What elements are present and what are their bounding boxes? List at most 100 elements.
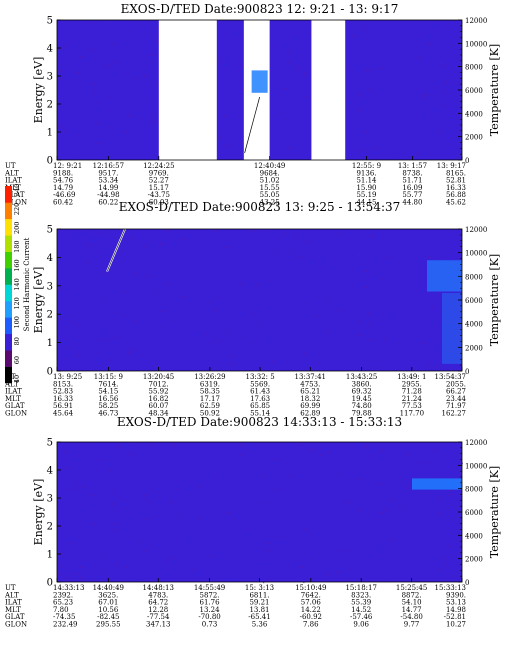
colorbar-segment	[5, 235, 12, 252]
eph-value: 60.03	[149, 199, 169, 207]
eph-row-label: ILAT	[5, 388, 22, 396]
spectrogram-noise	[58, 229, 463, 372]
enhanced-region	[427, 260, 462, 292]
eph-value: 51.71	[402, 177, 422, 185]
eph-value: 13:37:41	[295, 373, 326, 381]
eph-value: 7.80	[53, 606, 69, 614]
eph-value: 14:33:13	[53, 584, 84, 592]
panel-title: EXOS-D/TED Date:900823 14:33:13 - 15:33:…	[117, 415, 402, 429]
temperature-tick-label: 12000	[465, 226, 487, 234]
eph-value: 77.53	[402, 402, 422, 410]
eph-value: 52.83	[53, 388, 73, 396]
temperature-tick-label: 6000	[465, 297, 483, 305]
eph-value: 0.73	[202, 621, 218, 629]
eph-row-label: GLON	[5, 621, 27, 629]
data-gap-1	[158, 20, 217, 160]
eph-value: 10.56	[98, 606, 119, 614]
eph-value: 69.32	[352, 388, 372, 396]
eph-value: 54.15	[98, 388, 118, 396]
temperature-tick-label: 8000	[465, 273, 483, 281]
eph-value: 55.77	[402, 191, 422, 199]
eph-value: 51.02	[260, 177, 280, 185]
eph-value: 52.81	[446, 177, 466, 185]
energy-axis-label: Energy [eV]	[32, 479, 45, 546]
eph-value: 4783.	[148, 591, 168, 599]
eph-value: -54.80	[400, 613, 422, 621]
eph-value: 61.43	[250, 388, 270, 396]
energy-tick-label: 1	[47, 550, 53, 561]
eph-value: -52.81	[444, 613, 466, 621]
eph-value: -70.80	[198, 613, 220, 621]
eph-value: 7642.	[301, 591, 321, 599]
eph-value: 16.56	[98, 395, 119, 403]
eph-value: 9.77	[404, 621, 420, 629]
colorbar-segment	[5, 333, 12, 351]
eph-value: 9769.	[149, 169, 169, 177]
eph-value: 16.09	[402, 184, 422, 192]
eph-value: 10.27	[446, 621, 466, 629]
eph-value: 53.34	[98, 177, 119, 185]
colorbar-tick-label: 100	[13, 316, 21, 328]
eph-value: 5872.	[200, 591, 220, 599]
colorbar-tick-label: 60	[13, 356, 21, 364]
colorbar-segment	[5, 350, 12, 367]
eph-value: 15:18:17	[345, 584, 376, 592]
eph-value: 55.05	[260, 191, 280, 199]
temperature-tick-label: 10000	[465, 250, 487, 258]
eph-value: 13:43:25	[346, 373, 377, 381]
eph-value: 65.21	[300, 388, 320, 396]
energy-tick-label: 0	[47, 367, 53, 378]
eph-value: 2055.	[446, 380, 466, 388]
energy-tick-label: 2	[47, 100, 53, 111]
eph-value: 5569.	[250, 380, 270, 388]
temperature-tick-label: 6000	[465, 87, 483, 95]
eph-value: 14:40:49	[93, 584, 124, 592]
eph-value: 8153.	[53, 380, 73, 388]
eph-value: 53.13	[446, 599, 466, 607]
spectrogram-background	[57, 442, 462, 582]
eph-value: 57.06	[301, 599, 322, 607]
panel-2: EXOS-D/TED Date:900823 13: 9:25 - 13:54:…	[4, 200, 501, 418]
eph-value: 67.01	[98, 599, 118, 607]
eph-value: -65.41	[248, 613, 270, 621]
eph-value: 14.98	[446, 606, 466, 614]
spectrogram-background	[57, 229, 462, 371]
eph-value: 51.14	[356, 177, 377, 185]
eph-value: 13: 9:17	[437, 162, 466, 170]
eph-value: 9.06	[353, 621, 369, 629]
eph-value: 14:48:13	[143, 584, 174, 592]
eph-value: -46.69	[53, 191, 75, 199]
eph-value: 79.88	[352, 410, 372, 418]
eph-value: 55.19	[356, 191, 376, 199]
eph-row-label: ILAT	[5, 599, 22, 607]
panel-title: EXOS-D/TED Date:900823 13: 9:25 - 13:54:…	[119, 200, 401, 214]
energy-tick-label: 1	[47, 128, 53, 139]
eph-value: 45.64	[53, 410, 74, 418]
eph-row-label: GLON	[5, 199, 27, 207]
eph-value: 23.44	[446, 395, 467, 403]
eph-value: 14.99	[98, 184, 118, 192]
eph-value: 65.85	[250, 402, 270, 410]
eph-row-label: ALT	[4, 169, 19, 177]
eph-value: 15.17	[149, 184, 169, 192]
spectrogram-noise	[57, 442, 463, 584]
colorbar-segment	[5, 186, 12, 203]
eph-value: 9684.	[260, 169, 280, 177]
colorbar-segment	[5, 300, 12, 318]
eph-value: 15:10:49	[295, 584, 326, 592]
eph-value: 2392.	[53, 591, 73, 599]
energy-tick-label: 5	[47, 16, 53, 27]
eph-value: 66.27	[446, 388, 466, 396]
eph-value: 12:24:25	[143, 162, 174, 170]
temperature-tick-label: 4000	[465, 532, 483, 540]
eph-value: 5.36	[252, 621, 268, 629]
eph-value: 50.92	[200, 410, 220, 418]
temperature-tick-label: 4000	[465, 110, 483, 118]
colorbar-segment	[5, 202, 12, 220]
eph-value: 55.92	[149, 388, 169, 396]
eph-value: 19.45	[352, 395, 372, 403]
temperature-tick-label: 0	[465, 157, 469, 165]
eph-value: 8872.	[402, 591, 422, 599]
temperature-tick-label: 12000	[465, 17, 487, 25]
eph-value: 69.99	[300, 402, 320, 410]
